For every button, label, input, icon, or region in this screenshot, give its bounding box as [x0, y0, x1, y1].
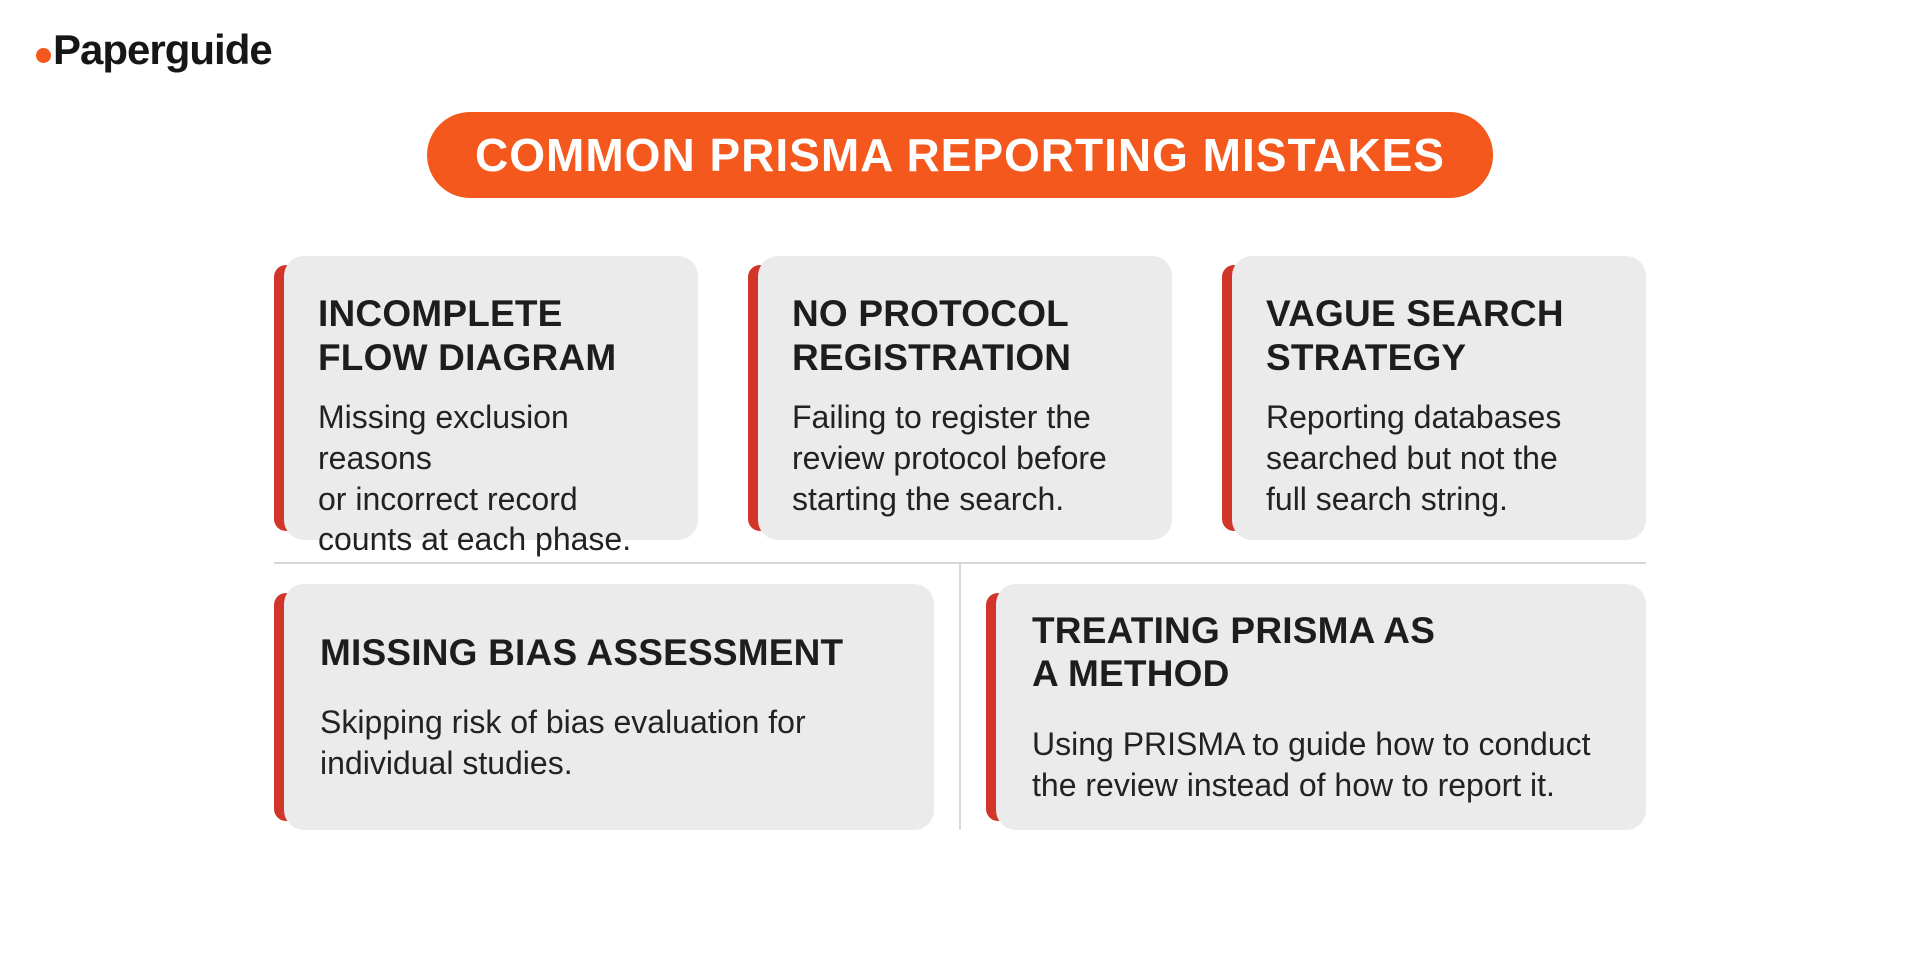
card-title: MISSING BIAS ASSESSMENT: [320, 631, 844, 673]
card-title: TREATING PRISMA AS A METHOD: [1032, 609, 1436, 695]
page-title: COMMON PRISMA REPORTING MISTAKES: [475, 129, 1445, 181]
brand-name: Paperguide: [53, 26, 273, 73]
title-banner: COMMON PRISMA REPORTING MISTAKES: [427, 112, 1493, 198]
card-body: Failing to register the review protocol …: [792, 399, 1107, 517]
card-body: Skipping risk of bias evaluation for ind…: [320, 704, 806, 781]
card-body: Reporting databases searched but not the…: [1266, 399, 1562, 517]
brand-dot-icon: [36, 47, 51, 63]
card-title: VAGUE SEARCH STRATEGY: [1266, 293, 1564, 378]
card-vague-search-strategy: VAGUE SEARCH STRATEGY Reporting database…: [1222, 256, 1646, 540]
card-content: TREATING PRISMA AS A METHOD Using PRISMA…: [996, 584, 1646, 830]
card-content: VAGUE SEARCH STRATEGY Reporting database…: [1232, 256, 1646, 540]
cards-row-bottom: MISSING BIAS ASSESSMENT Skipping risk of…: [274, 562, 1646, 830]
card-body: Using PRISMA to guide how to conduct the…: [1032, 726, 1591, 803]
cards-row-top: INCOMPLETE FLOW DIAGRAM Missing exclusio…: [274, 256, 1646, 557]
card-no-protocol-registration: NO PROTOCOL REGISTRATION Failing to regi…: [748, 256, 1172, 540]
vertical-divider: [959, 562, 961, 830]
card-content: MISSING BIAS ASSESSMENT Skipping risk of…: [284, 584, 934, 830]
card-body: Missing exclusion reasons or incorrect r…: [318, 399, 632, 558]
card-missing-bias-assessment: MISSING BIAS ASSESSMENT Skipping risk of…: [274, 584, 934, 830]
card-title: NO PROTOCOL REGISTRATION: [792, 293, 1072, 378]
card-treating-prisma-as-a-method: TREATING PRISMA AS A METHOD Using PRISMA…: [986, 584, 1646, 830]
brand-logo: Paperguide: [36, 26, 273, 74]
card-incomplete-flow-diagram: INCOMPLETE FLOW DIAGRAM Missing exclusio…: [274, 256, 698, 557]
cards-area: INCOMPLETE FLOW DIAGRAM Missing exclusio…: [274, 256, 1646, 830]
card-content: NO PROTOCOL REGISTRATION Failing to regi…: [758, 256, 1172, 540]
card-title: INCOMPLETE FLOW DIAGRAM: [318, 293, 617, 378]
card-content: INCOMPLETE FLOW DIAGRAM Missing exclusio…: [284, 256, 698, 557]
